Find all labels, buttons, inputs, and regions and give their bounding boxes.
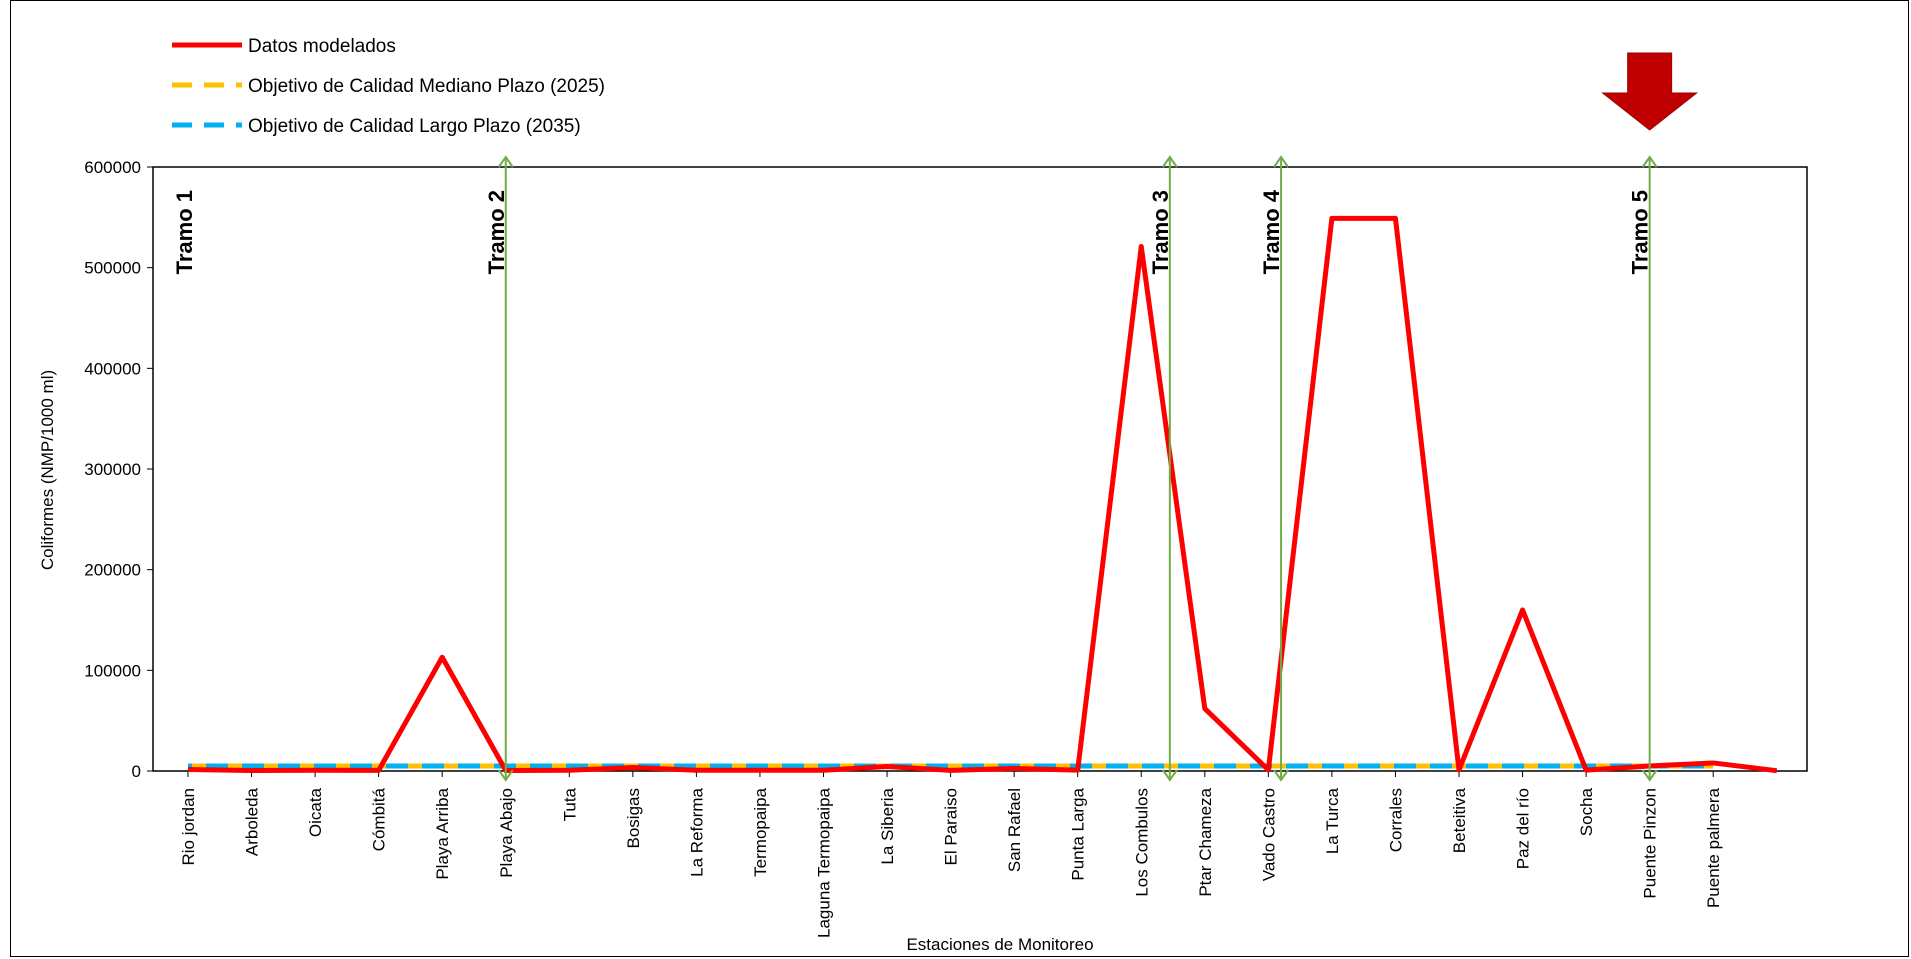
- x-tick-label: Socha: [1577, 787, 1596, 836]
- divider-arrowhead: [1162, 155, 1178, 168]
- tramo-label: Tramo 2: [484, 190, 509, 274]
- x-tick-label: Playa Abajo: [497, 788, 516, 878]
- y-tick-label: 500000: [84, 259, 141, 278]
- legend: Datos modelados Objetivo de Calidad Media…: [172, 36, 605, 137]
- x-tick-label: Ptar Chameza: [1196, 787, 1215, 896]
- y-tick-label: 400000: [84, 359, 141, 378]
- divider-arrowhead: [497, 769, 514, 782]
- legend-label: Objetivo de Calidad Mediano Plazo (2025): [248, 76, 605, 97]
- x-tick-label: Termopaipa: [751, 787, 770, 876]
- legend-label: Datos modelados: [248, 36, 396, 57]
- tramo-label: Tramo 4: [1259, 189, 1284, 274]
- tramo-label: Tramo 1: [172, 190, 197, 274]
- x-tick-label: Vado Castro: [1259, 788, 1278, 881]
- x-tick-label: Rio jordan: [179, 788, 198, 866]
- x-tick-label: La Reforma: [687, 787, 706, 876]
- x-tick-label: La Turca: [1323, 787, 1342, 854]
- divider-arrowhead: [1273, 769, 1289, 782]
- legend-label: Objetivo de Calidad Largo Plazo (2035): [248, 116, 581, 137]
- x-tick-label: Corrales: [1386, 788, 1405, 852]
- x-tick-label: Beteitiva: [1450, 787, 1469, 853]
- x-tick-label: Playa Arriba: [433, 787, 452, 879]
- x-tick-label: Arboleda: [243, 787, 262, 856]
- divider-arrowhead: [1162, 769, 1178, 782]
- x-tick-label: La Siberia: [878, 787, 897, 864]
- x-tick-label: San Rafael: [1005, 788, 1024, 872]
- x-tick-label: Los Combulos: [1132, 788, 1151, 897]
- x-tick-label: Puente Pinzon: [1641, 788, 1660, 899]
- x-tick-label: Oicata: [306, 787, 325, 837]
- y-tick-label: 300000: [84, 460, 141, 479]
- y-tick-label: 200000: [84, 561, 141, 580]
- chart-frame: [10, 0, 1909, 957]
- x-tick-label: Bosigas: [624, 788, 643, 848]
- tramo-label: Tramo 5: [1628, 190, 1653, 274]
- y-tick-label: 0: [132, 762, 141, 781]
- down-arrow-icon: [1601, 52, 1699, 131]
- x-axis-title: Estaciones de Monitoreo: [906, 935, 1093, 954]
- divider-arrowhead: [1273, 155, 1289, 168]
- x-tick-label: Tuta: [560, 787, 579, 821]
- x-tick-label: Punta Larga: [1069, 787, 1088, 880]
- x-axis: Rio jordan Arboleda Oicata Cómbitá Playa Arr…: [179, 771, 1723, 938]
- plot-border: [152, 166, 1808, 772]
- divider-arrowhead: [1641, 769, 1658, 782]
- series-layer: [187, 215, 1778, 774]
- y-tick-label: 100000: [84, 661, 141, 680]
- x-tick-label: Laguna Termopaipa: [815, 787, 834, 938]
- annotation-layer: Tramo 1 Tramo 2 Tramo 3 Tramo 4 Tramo 5: [172, 52, 1699, 782]
- y-axis-title: Coliformes (NMP/1000 ml): [38, 370, 57, 570]
- y-tick-label: 600000: [84, 158, 141, 177]
- series-line: [187, 215, 1778, 774]
- divider-arrowhead: [1641, 155, 1658, 168]
- tramo-label: Tramo 3: [1148, 190, 1173, 274]
- y-axis: 0 100000 200000 300000 400000 500000 600000: [84, 158, 153, 781]
- x-tick-label: El Paraiso: [942, 788, 961, 865]
- x-tick-label: Cómbitá: [370, 787, 389, 851]
- plot-area: [152, 166, 1808, 772]
- x-tick-label: Paz del río: [1514, 788, 1533, 869]
- x-tick-label: Puente palmera: [1704, 787, 1723, 908]
- divider-arrowhead: [497, 155, 514, 168]
